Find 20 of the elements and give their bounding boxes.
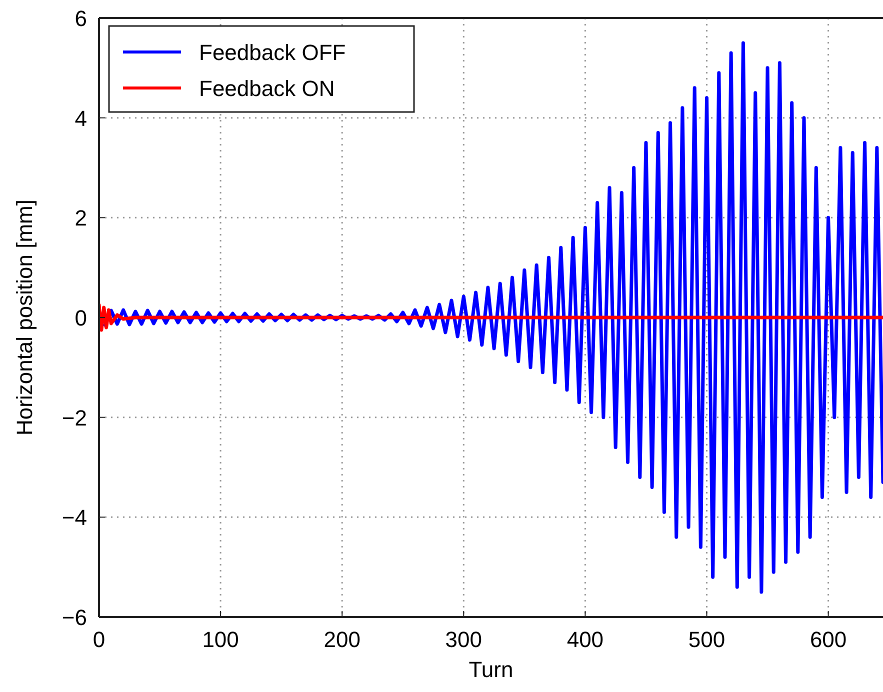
legend-label: Feedback ON <box>199 76 335 101</box>
x-tick-label: 500 <box>688 627 726 652</box>
line-series <box>99 303 883 332</box>
x-tick-label: 400 <box>566 627 604 652</box>
x-tick-label: 200 <box>324 627 360 652</box>
x-tick-label: 100 <box>202 627 239 652</box>
x-tick-label: 0 <box>92 627 106 652</box>
x-axis-title: Turn <box>468 657 514 682</box>
line-series <box>103 41 883 594</box>
y-tick-label: −4 <box>62 505 87 530</box>
y-tick-label: −2 <box>62 405 87 430</box>
y-axis-title: Horizontal position [mm] <box>12 200 37 436</box>
x-tick-label: 600 <box>810 627 847 652</box>
y-tick-label: 2 <box>74 206 87 231</box>
y-tick-label: 4 <box>74 106 87 131</box>
y-tick-label: −6 <box>62 605 87 630</box>
y-tick-label: 0 <box>74 306 87 330</box>
legend-label: Feedback OFF <box>199 40 346 65</box>
x-tick-label: 300 <box>445 627 482 652</box>
y-tick-label: 6 <box>74 6 87 31</box>
